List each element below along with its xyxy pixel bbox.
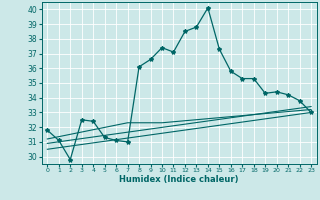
X-axis label: Humidex (Indice chaleur): Humidex (Indice chaleur) [119, 175, 239, 184]
